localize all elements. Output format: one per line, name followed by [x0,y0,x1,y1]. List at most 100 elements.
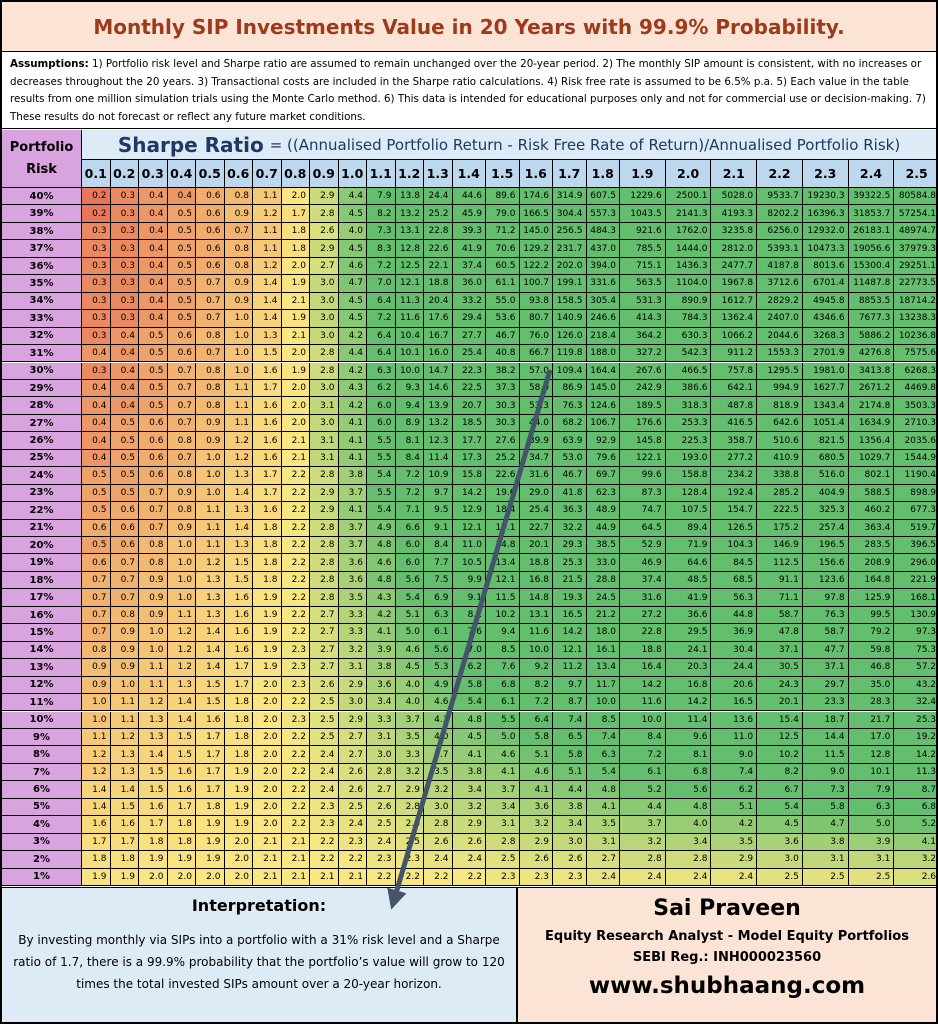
value-cell: 31853.7 [848,205,895,223]
value-cell: 2.7 [338,728,367,747]
value-cell: 6.3 [848,798,895,817]
value-cell: 15300.4 [848,257,895,276]
value-cell: 32.4 [894,694,936,712]
value-cell: 3.0 [553,833,587,852]
value-cell: 0.9 [82,676,111,695]
value-cell: 1.7 [224,659,253,677]
value-cell: 1.0 [82,711,111,729]
value-cell: 22.8 [424,222,453,241]
value-cell: 5028.0 [711,188,758,206]
value-cell: 1.8 [167,833,196,852]
value-cell: 0.8 [196,397,225,415]
value-cell: 4.4 [338,188,367,206]
value-cell: 71.1 [757,589,803,607]
value-cell: 97.8 [802,589,849,607]
value-cell: 104.3 [711,537,758,555]
value-cell: 7.2 [395,467,424,485]
value-cell: 7.6 [452,624,486,642]
value-cell: 4945.8 [802,292,849,311]
value-cell: 31.6 [519,467,553,485]
value-cell: 68.2 [553,414,587,433]
value-cell: 1.3 [139,711,168,729]
value-cell: 4.0 [665,816,712,834]
value-cell: 7575.6 [894,345,936,363]
value-cell: 3.2 [620,833,666,852]
value-cell: 4.6 [395,641,424,660]
value-cell: 19.6 [486,484,520,503]
value-cell: 6.3 [367,362,396,380]
value-cell: 3.7 [338,484,367,503]
value-cell: 2.9 [395,781,424,799]
value-cell: 4.1 [894,833,936,852]
value-cell: 2.3 [281,676,310,695]
value-cell: 3.4 [553,816,587,834]
value-cell: 404.9 [802,484,849,503]
value-cell: 1.9 [253,641,282,660]
value-cell: 4187.8 [757,257,803,276]
value-cell: 364.2 [620,327,666,346]
value-cell: 2.8 [665,851,712,869]
value-cell: 9.6 [665,728,712,747]
value-cell: 1295.5 [757,362,803,380]
value-cell: 1.9 [139,851,168,869]
author-box: Sai Praveen Equity Research Analyst - Mo… [518,887,936,1022]
value-cell: 17.3 [452,449,486,468]
value-cell: 27.7 [452,327,486,346]
value-cell: 11.0 [711,728,758,747]
value-cell: 6256.0 [757,222,803,241]
value-cell: 13.1 [519,606,553,625]
value-cell: 2.8 [310,537,339,555]
value-cell: 2671.2 [848,379,895,398]
value-cell: 1.6 [224,589,253,607]
value-cell: 15.8 [452,467,486,485]
value-cell: 1.2 [253,257,282,276]
value-cell: 21.5 [553,571,587,590]
row-header: 3% [2,833,82,852]
value-cell: 3.4 [665,833,712,852]
title: Monthly SIP Investments Value in 20 Year… [2,2,936,52]
value-cell: 1.0 [196,449,225,468]
value-cell: 8.5 [486,641,520,660]
value-cell: 3.4 [452,781,486,799]
value-cell: 3.1 [310,432,339,450]
value-cell: 5886.2 [848,327,895,346]
value-cell: 818.9 [757,397,803,415]
value-cell: 79.0 [486,205,520,223]
value-cell: 2.9 [711,851,758,869]
value-cell: 3.2 [452,798,486,817]
value-cell: 18.7 [802,711,849,729]
value-cell: 7.0 [367,275,396,293]
value-cell: 57254.1 [894,205,936,223]
value-cell: 17.1 [486,519,520,537]
value-cell: 327.2 [620,345,666,363]
value-cell: 2.4 [310,763,339,782]
value-cell: 2.0 [253,711,282,729]
value-cell: 1.4 [224,484,253,503]
value-cell: 3.2 [894,851,936,869]
value-cell: 10.0 [620,711,666,729]
value-cell: 2.8 [310,345,339,363]
value-cell: 11.2 [553,659,587,677]
row-header: 29% [2,379,82,398]
value-cell: 19056.6 [848,240,895,258]
value-cell: 1436.3 [665,257,712,276]
column-header: 1.6 [519,160,553,188]
value-cell: 2.8 [310,467,339,485]
value-cell: 8.7 [894,781,936,799]
value-cell: 20.1 [757,694,803,712]
value-cell: 14.2 [620,676,666,695]
value-cell: 1.1 [224,397,253,415]
value-cell: 1.4 [253,310,282,328]
value-cell: 2.8 [310,571,339,590]
value-cell: 2174.8 [848,397,895,415]
value-cell: 0.6 [196,257,225,276]
value-cell: 0.3 [110,188,139,206]
value-cell: 0.7 [110,554,139,572]
value-cell: 3413.8 [848,362,895,380]
value-cell: 1.1 [110,694,139,712]
value-cell: 1.0 [224,345,253,363]
value-cell: 16.5 [553,606,587,625]
value-cell: 29.3 [553,537,587,555]
value-cell: 2477.7 [711,257,758,276]
row-header: 37% [2,240,82,258]
